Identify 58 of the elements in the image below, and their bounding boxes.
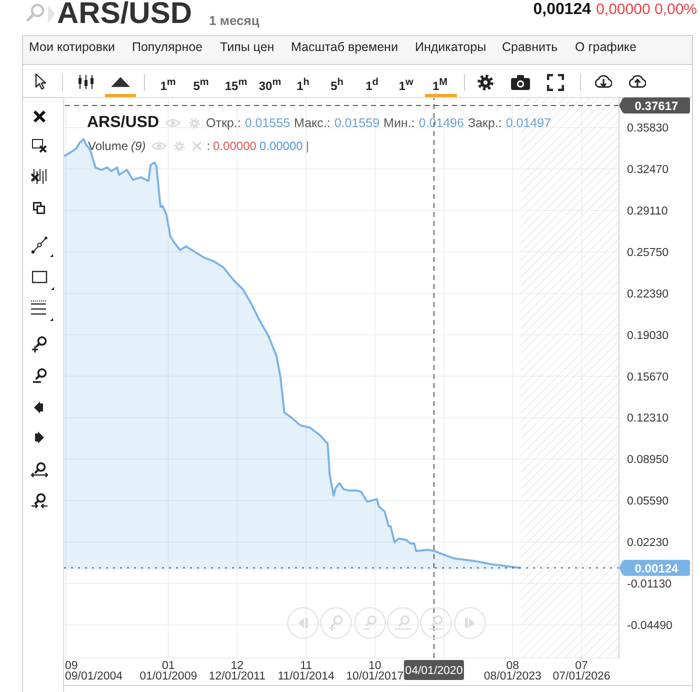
x-tick-label: 11 11/01/2014 [278,660,336,682]
annotation: Мин.: [384,116,415,130]
text: 0,00124 [533,1,592,19]
y-tick-label: 0.35830 [627,122,669,135]
text: 1$^{h}$ [296,77,310,93]
y-tick-label: 0.29110 [627,206,668,218]
text: Индикаторы [415,40,486,54]
text: 5$^{h}$ [330,77,344,93]
annotation: 0.01555 [244,116,290,130]
x-tick-label: 10 10/01/2017 [346,660,404,682]
annotation: Макс.: [294,116,330,130]
text: 1$^{w}$ [398,77,414,93]
x-tick-label: 12 12/01/2011 [208,660,266,682]
text: 1$^{m}$ [160,77,176,93]
text: 1$^{M}$ [432,77,448,93]
y-tick-label: 0.22390 [627,288,669,300]
y-tick-label: -0.04490 [627,620,672,632]
text: Популярное [132,40,203,54]
text: 30$^{m}$ [258,77,282,93]
annotation: Volume [88,139,128,153]
y-tick-label: 0.08950 [627,454,669,466]
text: 0,00000 0,00% [596,1,697,18]
text: Сравнить [502,40,558,54]
y-tick-label: 0.12310 [627,412,669,425]
annotation: ARS/USD [87,114,160,132]
x-tick-label: 08 08/01/2023 [484,660,542,682]
annotation: 0.01496 [418,116,464,130]
annotation: Закр.: [468,116,502,130]
chart-title: ARS/USD [57,0,192,31]
x-tick-label: 01 01/01/2009 [140,660,198,682]
ref-line-label: 04/01/2020 [405,665,463,677]
x-tick-label: 07 07/01/2026 [552,660,610,682]
annotation: 0.01559 [334,116,380,130]
text: 5$^{m}$ [193,77,209,93]
chart-subtitle: 1 месяц [209,13,260,28]
text: 15$^{m}$ [224,77,248,93]
text: О графике [575,40,636,54]
text: Мои котировки [29,40,115,54]
annotation: | [306,139,309,153]
y-tick-label: 0.15670 [627,371,669,384]
y-tick-label: 0.02230 [627,537,669,550]
annotation: Откр.: [206,116,241,130]
annotation: 0.00000 [259,139,303,153]
text: 1$^{d}$ [366,77,378,93]
y-tick-label: 0.25750 [627,246,669,259]
ref-line-label: 0.00124 [634,561,679,576]
annotation: 0.01497 [506,116,552,130]
text: Масштаб времени [291,40,398,54]
text: Типы цен [220,40,274,54]
y-tick-label: 0.19030 [627,330,669,342]
annotation: : [206,139,210,153]
y-tick-label: -0.01130 [627,578,672,590]
ref-line-label: 0.37617 [634,99,679,114]
y-tick-label: 0.32470 [627,164,669,176]
y-tick-label: 0.05590 [627,496,669,508]
annotation: 0.00000 [213,139,256,153]
x-tick-label: 09 09/01/2004 [65,660,124,682]
annotation: (9) [131,139,146,153]
